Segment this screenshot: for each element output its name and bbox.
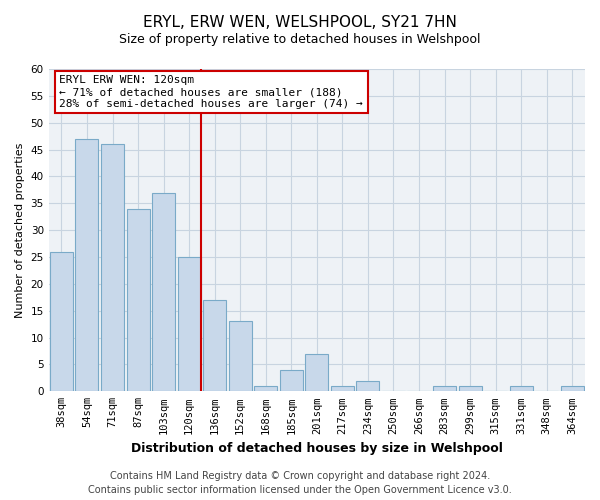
Bar	[305, 354, 328, 392]
Text: Contains HM Land Registry data © Crown copyright and database right 2024.
Contai: Contains HM Land Registry data © Crown c…	[88, 471, 512, 495]
Bar	[331, 386, 354, 392]
Bar	[561, 386, 584, 392]
Text: ERYL ERW WEN: 120sqm
← 71% of detached houses are smaller (188)
28% of semi-deta: ERYL ERW WEN: 120sqm ← 71% of detached h…	[59, 76, 363, 108]
Bar	[280, 370, 303, 392]
Bar	[458, 386, 482, 392]
Bar	[254, 386, 277, 392]
Bar	[356, 380, 379, 392]
Y-axis label: Number of detached properties: Number of detached properties	[15, 142, 25, 318]
Bar	[101, 144, 124, 392]
Bar	[178, 257, 200, 392]
Text: Size of property relative to detached houses in Welshpool: Size of property relative to detached ho…	[119, 32, 481, 46]
Bar	[50, 252, 73, 392]
Bar	[229, 322, 252, 392]
Bar	[76, 139, 98, 392]
Bar	[433, 386, 456, 392]
Bar	[127, 208, 149, 392]
Text: ERYL, ERW WEN, WELSHPOOL, SY21 7HN: ERYL, ERW WEN, WELSHPOOL, SY21 7HN	[143, 15, 457, 30]
Bar	[203, 300, 226, 392]
Bar	[152, 192, 175, 392]
X-axis label: Distribution of detached houses by size in Welshpool: Distribution of detached houses by size …	[131, 442, 503, 455]
Bar	[509, 386, 533, 392]
